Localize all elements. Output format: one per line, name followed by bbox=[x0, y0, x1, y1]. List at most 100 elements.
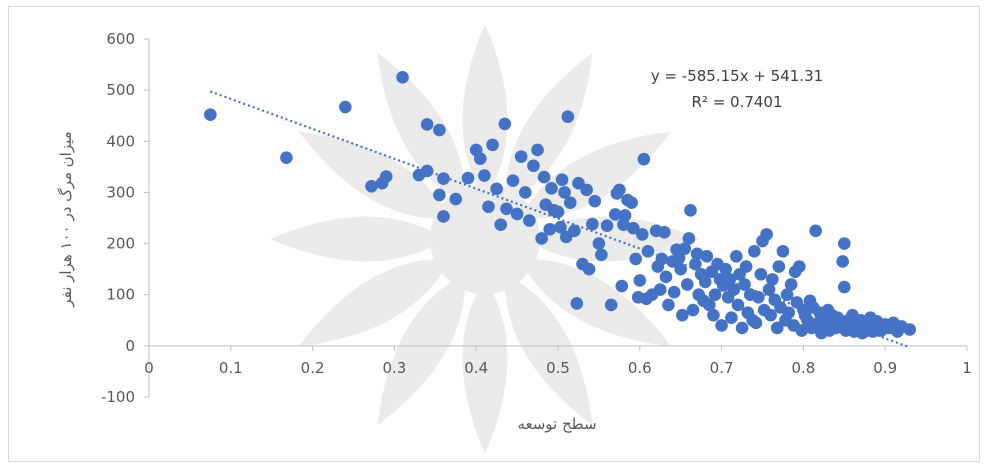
scatter-point bbox=[365, 179, 378, 193]
watermark-petal bbox=[504, 52, 593, 205]
scatter-point bbox=[500, 202, 513, 216]
scatter-point bbox=[478, 169, 491, 182]
scatter-point bbox=[595, 248, 608, 262]
y-axis-title: میزان مرگ در ۱۰۰ هزار نفر bbox=[57, 131, 75, 307]
scatter-point bbox=[770, 321, 784, 335]
scatter-point bbox=[903, 323, 917, 336]
x-tick-label: 0.1 bbox=[219, 359, 243, 377]
x-tick-label: 0.7 bbox=[710, 359, 734, 377]
scatter-point bbox=[625, 196, 638, 209]
scatter-point bbox=[676, 308, 689, 322]
x-tick-label: 0 bbox=[144, 359, 154, 377]
scatter-point bbox=[719, 262, 732, 276]
scatter-point bbox=[749, 316, 763, 330]
watermark-petal bbox=[270, 216, 445, 262]
scatter-point bbox=[437, 210, 450, 223]
scatter-point bbox=[730, 250, 743, 263]
scatter-point bbox=[561, 110, 575, 124]
scatter-point bbox=[635, 228, 649, 241]
watermark-petal bbox=[377, 52, 466, 205]
scatter-point bbox=[637, 152, 651, 166]
scatter-point bbox=[715, 319, 728, 332]
scatter-point bbox=[662, 298, 675, 312]
y-tick-label: 500 bbox=[106, 81, 135, 99]
watermark-petal bbox=[519, 131, 672, 220]
scatter-point bbox=[626, 221, 640, 235]
scatter-point bbox=[659, 270, 673, 284]
watermark-petal bbox=[298, 131, 451, 220]
scatter-point bbox=[545, 182, 558, 195]
scatter-point bbox=[558, 186, 571, 199]
scatter-point bbox=[836, 255, 849, 268]
scatter-point bbox=[586, 217, 599, 231]
scatter-point bbox=[473, 152, 487, 165]
scatter-point bbox=[582, 262, 596, 276]
watermark-petal bbox=[462, 279, 508, 454]
scatter-point bbox=[280, 151, 293, 164]
scatter-point bbox=[608, 208, 622, 221]
scatter-point bbox=[633, 274, 647, 287]
scatter-point bbox=[420, 118, 434, 131]
scatter-point bbox=[615, 279, 629, 293]
scatter-point bbox=[486, 138, 499, 152]
watermark-logo bbox=[270, 24, 700, 454]
scatter-point bbox=[655, 252, 669, 266]
y-tick-label: 600 bbox=[106, 30, 135, 48]
y-tick-label: 200 bbox=[106, 235, 135, 253]
scatter-point bbox=[772, 260, 786, 273]
scatter-point bbox=[568, 224, 581, 238]
scatter-point bbox=[678, 242, 692, 255]
scatter-point bbox=[543, 222, 557, 236]
scatter-point bbox=[531, 143, 544, 157]
scatter-point bbox=[535, 232, 548, 245]
watermark-petal bbox=[298, 258, 451, 347]
trendline-group bbox=[209, 90, 911, 349]
scatter-point bbox=[490, 182, 503, 196]
scatter-point bbox=[762, 283, 776, 296]
scatter-point bbox=[518, 186, 532, 199]
scatter-point bbox=[782, 306, 795, 319]
scatter-point bbox=[776, 244, 790, 258]
scatter-point bbox=[588, 194, 602, 208]
scatter-point bbox=[554, 220, 567, 234]
scatter-point bbox=[437, 172, 450, 185]
scatter-point bbox=[433, 123, 446, 137]
scatter-point bbox=[510, 207, 524, 221]
scatter-point bbox=[760, 228, 773, 241]
y-tick-label: -100 bbox=[101, 388, 135, 406]
scatter-point bbox=[682, 232, 696, 245]
y-tick-label: 300 bbox=[106, 183, 135, 201]
x-tick-label: 0.8 bbox=[791, 359, 815, 377]
scatter-point bbox=[703, 298, 716, 312]
x-tick-label: 0.6 bbox=[628, 359, 652, 377]
scatter-point bbox=[592, 237, 606, 250]
x-tick-label: 0.5 bbox=[546, 359, 570, 377]
scatter-point bbox=[684, 204, 697, 217]
scatter-point bbox=[204, 108, 217, 121]
scatter-point bbox=[686, 303, 700, 317]
scatter-point bbox=[629, 252, 643, 266]
chart-frame: 0 0.1 0.2 0.3 0.4 0.5 0.6 0.7 0.8 0.9 1 -100 0 100 200… bbox=[8, 6, 980, 462]
x-tick-label: 0.3 bbox=[382, 359, 406, 377]
watermark-petal bbox=[504, 273, 593, 426]
tick-labels: 0 0.1 0.2 0.3 0.4 0.5 0.6 0.7 0.8 0.9 1 -100 0 100 200… bbox=[101, 30, 972, 406]
scatter-point bbox=[731, 298, 745, 312]
scatter-point bbox=[708, 288, 722, 302]
scatter-point bbox=[725, 311, 738, 325]
scatter-point bbox=[739, 260, 753, 273]
scatter-point bbox=[689, 257, 702, 271]
scatter-point bbox=[613, 183, 626, 197]
scatter-point bbox=[449, 192, 463, 206]
x-axis-title: سطح توسعه bbox=[517, 415, 596, 433]
watermark-petal bbox=[519, 258, 672, 347]
scatter-point bbox=[658, 226, 671, 239]
x-tick-label: 1 bbox=[962, 359, 972, 377]
scatter-point bbox=[433, 188, 446, 202]
scatter-point bbox=[838, 280, 851, 294]
scatter-point bbox=[838, 237, 851, 250]
y-tick-label: 400 bbox=[106, 132, 135, 150]
scatter-point bbox=[482, 200, 495, 214]
scatter-point bbox=[339, 100, 352, 114]
scatter-point bbox=[667, 285, 681, 299]
x-tick-label: 0.4 bbox=[464, 359, 488, 377]
